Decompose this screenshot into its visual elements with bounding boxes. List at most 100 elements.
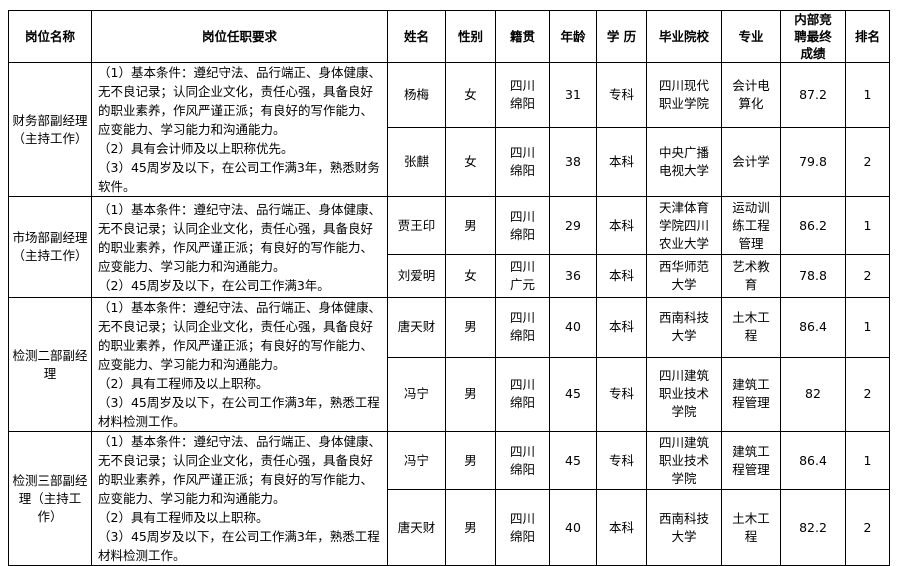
cell-age: 36 [549, 254, 597, 298]
cell-score: 82.2 [780, 489, 846, 566]
candidate-row: 刘爱明女四川广元 36 本科 西华师范大学 艺术教育 78.8 2 [9, 254, 890, 298]
cell-score: 87.2 [780, 62, 846, 128]
header-hometown: 籍贯 [495, 10, 550, 63]
cell-education: 专科 [596, 62, 647, 128]
cell-major: 会计电算化 [721, 62, 781, 128]
cell-school: 四川建筑职业技术学院 [646, 356, 722, 433]
header-name: 姓名 [387, 10, 446, 63]
requirement-item: （1）基本条件：遵纪守法、品行端正、身体健康、无不良记录；认同企业文化，责任心强… [98, 201, 381, 274]
cell-gender: 女 [445, 126, 496, 198]
cell-age: 40 [549, 489, 597, 566]
cell-score: 86.4 [780, 430, 846, 491]
cell-hometown: 四川绵阳 [495, 489, 550, 566]
cell-school: 四川现代职业学院 [646, 62, 722, 128]
cell-education: 本科 [596, 489, 647, 566]
cell-school: 四川建筑职业技术学院 [646, 430, 722, 491]
requirement-item: （3）45周岁及以下，在公司工作满3年，熟悉财务软件。 [98, 160, 380, 194]
cell-education: 本科 [596, 196, 647, 255]
candidate-row: 市场部副经理（主持工作） （1）基本条件：遵纪守法、品行端正、身体健康、无不良记录… [8, 196, 890, 298]
position-name: 财务部副经理（主持工作） [8, 62, 92, 197]
cell-gender: 男 [445, 196, 496, 255]
cell-school: 西华师范大学 [646, 254, 722, 298]
cell-age: 29 [549, 196, 597, 255]
cell-gender: 男 [445, 489, 496, 566]
requirement-item: （1）基本条件：遵纪守法、品行端正、身体健康、无不良记录；认同企业文化，责任心强… [98, 434, 381, 506]
cell-name: 贾王印 [387, 196, 446, 255]
requirement-item: （1）基本条件：遵纪守法、品行端正、身体健康、无不良记录；认同企业文化，责任心强… [98, 300, 381, 372]
requirement-item: （2）具有会计师及以上职称优先。 [98, 141, 294, 156]
header-age: 年龄 [549, 10, 597, 63]
candidate-row: 财务部副经理（主持工作） （1）基本条件：遵纪守法、品行端正、身体健康、无不良记录… [8, 62, 890, 197]
cell-education: 专科 [596, 356, 647, 433]
header-major: 专业 [721, 10, 781, 63]
cell-rank: 1 [845, 297, 890, 358]
header-requirements: 岗位任职要求 [91, 10, 388, 63]
cell-hometown: 四川绵阳 [495, 356, 550, 433]
header-education: 学 历 [596, 10, 647, 63]
header-row: 岗位名称 岗位任职要求 姓名 性别 籍贯 年龄学 历毕业院校 专业 内部竞聘最终成绩 排名 [8, 10, 890, 63]
cell-name: 张麒 [387, 126, 446, 198]
cell-gender: 男 [445, 356, 496, 433]
position-name: 检测三部副经理（主持工作） [8, 431, 92, 566]
cell-age: 38 [549, 126, 597, 198]
cell-major: 建筑工程管理 [721, 356, 781, 433]
cell-rank: 2 [845, 489, 890, 566]
cell-rank: 2 [845, 356, 890, 433]
cell-rank: 1 [845, 62, 890, 128]
position-requirements: （1）基本条件：遵纪守法、品行端正、身体健康、无不良记录；认同企业文化，责任心强… [91, 196, 388, 298]
cell-hometown: 四川绵阳 [495, 297, 550, 358]
header-school: 毕业院校 [646, 10, 722, 63]
position-requirements: （1）基本条件：遵纪守法、品行端正、身体健康、无不良记录；认同企业文化，责任心强… [91, 62, 388, 197]
requirement-item: （2）具有工程师及以上职称。 [98, 376, 269, 391]
header-position: 岗位名称 [8, 10, 92, 63]
position-name: 市场部副经理（主持工作） [8, 196, 92, 298]
requirement-item: （3）45周岁及以下，在公司工作满3年，熟悉工程材料检测工作。 [98, 395, 380, 429]
cell-gender: 男 [445, 297, 496, 358]
cell-gender: 男 [445, 430, 496, 491]
cell-rank: 1 [845, 196, 890, 255]
candidate-row: 冯宁男四川绵阳 45 专科 四川建筑职业技术学院 建筑工程管理 82 2 [9, 356, 890, 433]
cell-name: 唐天财 [387, 297, 446, 358]
candidate-row: 唐天财男四川绵阳 40 本科 西南科技大学 土木工程 82.2 2 [9, 489, 890, 566]
cell-school: 中央广播电视大学 [646, 126, 722, 198]
cell-hometown: 四川广元 [495, 254, 550, 298]
cell-major: 运动训练工程管理 [721, 196, 781, 255]
cell-rank: 1 [845, 430, 890, 491]
cell-name: 唐天财 [387, 489, 446, 566]
cell-rank: 2 [845, 254, 890, 298]
header-gender: 性别 [445, 10, 496, 63]
cell-major: 艺术教育 [721, 254, 781, 298]
candidate-results-table: 岗位名称 岗位任职要求 姓名 性别 籍贯 年龄学 历毕业院校 专业 内部竞聘最终成绩 排名 财务… [8, 10, 890, 566]
position-requirements: （1）基本条件：遵纪守法、品行端正、身体健康、无不良记录；认同企业文化，责任心强… [91, 431, 388, 566]
cell-score: 86.2 [780, 196, 846, 255]
position-requirements: （1）基本条件：遵纪守法、品行端正、身体健康、无不良记录；认同企业文化，责任心强… [91, 297, 388, 432]
cell-name: 杨梅 [387, 62, 446, 128]
cell-school: 西南科技大学 [646, 297, 722, 358]
cell-school: 西南科技大学 [646, 489, 722, 566]
cell-score: 79.8 [780, 126, 846, 198]
requirement-item: （2）45周岁及以下，在公司工作满3年。 [98, 277, 330, 293]
cell-name: 刘爱明 [387, 254, 446, 298]
cell-major: 土木工程 [721, 297, 781, 358]
cell-name: 冯宁 [387, 356, 446, 433]
cell-name: 冯宁 [387, 430, 446, 491]
cell-age: 31 [549, 62, 597, 128]
cell-score: 86.4 [780, 297, 846, 358]
cell-rank: 2 [845, 126, 890, 198]
cell-major: 建筑工程管理 [721, 430, 781, 491]
candidate-row: 张麒女四川绵阳 38 本科 中央广播电视大学 会计学 79.8 2 [9, 126, 890, 198]
requirement-item: （1）基本条件：遵纪守法、品行端正、身体健康、无不良记录；认同企业文化，责任心强… [98, 65, 381, 137]
cell-hometown: 四川绵阳 [495, 126, 550, 198]
cell-education: 本科 [596, 297, 647, 358]
cell-score: 78.8 [780, 254, 846, 298]
cell-school: 天津体育学院四川农业大学 [646, 196, 722, 255]
candidate-row: 检测三部副经理（主持工作） （1）基本条件：遵纪守法、品行端正、身体健康、无不良记… [8, 430, 890, 566]
cell-hometown: 四川绵阳 [495, 62, 550, 128]
cell-age: 40 [549, 297, 597, 358]
cell-hometown: 四川绵阳 [495, 196, 550, 255]
cell-education: 本科 [596, 126, 647, 198]
cell-gender: 女 [445, 62, 496, 128]
cell-education: 本科 [596, 254, 647, 298]
cell-major: 土木工程 [721, 489, 781, 566]
cell-age: 45 [549, 430, 597, 491]
